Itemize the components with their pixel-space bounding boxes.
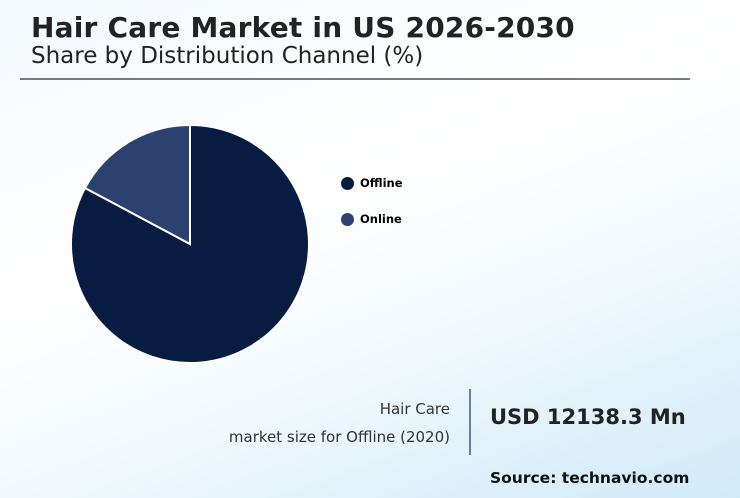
legend-item-offline: Offline: [341, 174, 403, 192]
chart-subtitle: Share by Distribution Channel (%): [31, 43, 424, 69]
kpi-label-line1: Hair Care: [379, 400, 450, 418]
header-divider: [20, 78, 690, 80]
legend-label: Online: [360, 212, 402, 226]
legend-item-online: Online: [341, 210, 403, 228]
kpi-label-line2: market size for Offline (2020): [228, 428, 450, 446]
kpi-value: USD 12138.3 Mn: [490, 405, 686, 429]
chart-legend: Offline Online: [341, 174, 403, 246]
chart-title: Hair Care Market in US 2026-2030: [31, 11, 575, 44]
legend-dot-icon: [341, 212, 354, 226]
legend-label: Offline: [360, 176, 403, 190]
legend-dot-icon: [341, 176, 354, 190]
source-credit: Source: technavio.com: [490, 469, 690, 487]
kpi-divider: [469, 389, 471, 455]
pie-slice-online: [83, 123, 191, 246]
pie-chart: [70, 123, 310, 364]
